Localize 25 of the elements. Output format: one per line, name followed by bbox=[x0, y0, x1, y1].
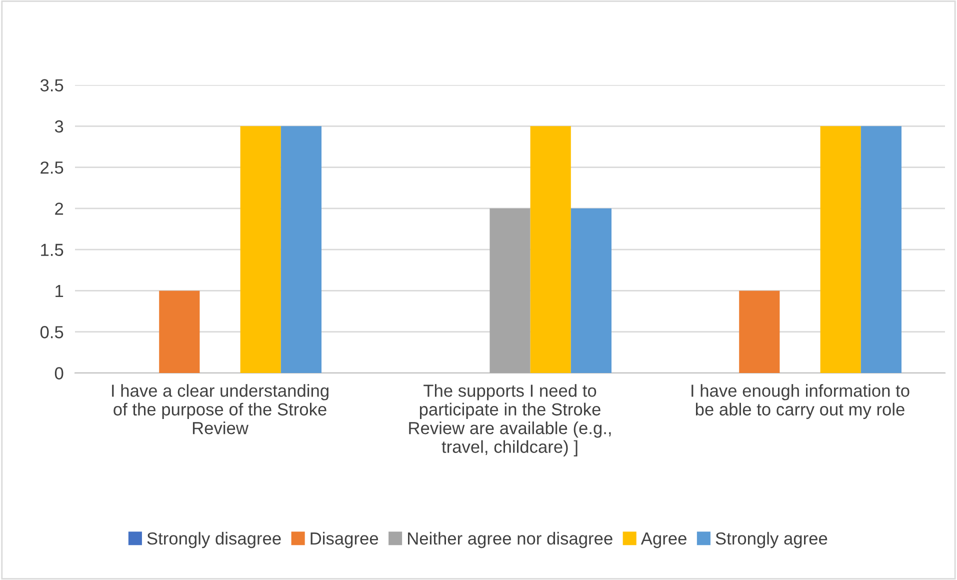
x-tick-label: The supports I need to participate in the Stroke Review are available (e.g., travel, childcare) ] bbox=[409, 384, 611, 456]
legend-label: Neither agree nor disagree bbox=[408, 532, 612, 548]
y-tick-label: 1 bbox=[56, 285, 64, 298]
y-tick-label: 1.5 bbox=[41, 244, 64, 256]
legend-label: Disagree bbox=[310, 532, 378, 548]
bar bbox=[820, 126, 861, 373]
y-tick-label: 2 bbox=[55, 202, 64, 215]
x-tick-label: I have a clear understanding of the purpose of the Stroke Review bbox=[112, 384, 328, 434]
legend-label: Agree bbox=[640, 532, 686, 548]
y-tick-label: 0.5 bbox=[40, 326, 64, 338]
bar bbox=[159, 290, 200, 373]
legend-label: Strongly disagree bbox=[147, 532, 281, 548]
bar bbox=[530, 126, 571, 373]
x-tick-label: I have enough information to be able to carry out my role bbox=[692, 384, 910, 419]
bar bbox=[739, 290, 780, 373]
bar bbox=[860, 126, 902, 373]
y-tick-label: 3.5 bbox=[40, 79, 64, 92]
bar bbox=[570, 208, 612, 373]
y-tick-label: 0 bbox=[54, 367, 64, 380]
y-tick-label: 2.5 bbox=[40, 161, 64, 174]
bar bbox=[490, 208, 530, 373]
bar bbox=[240, 126, 281, 373]
legend-label: Strongly agree bbox=[716, 532, 828, 548]
y-tick-label: 3 bbox=[54, 120, 64, 133]
bar bbox=[280, 126, 322, 373]
